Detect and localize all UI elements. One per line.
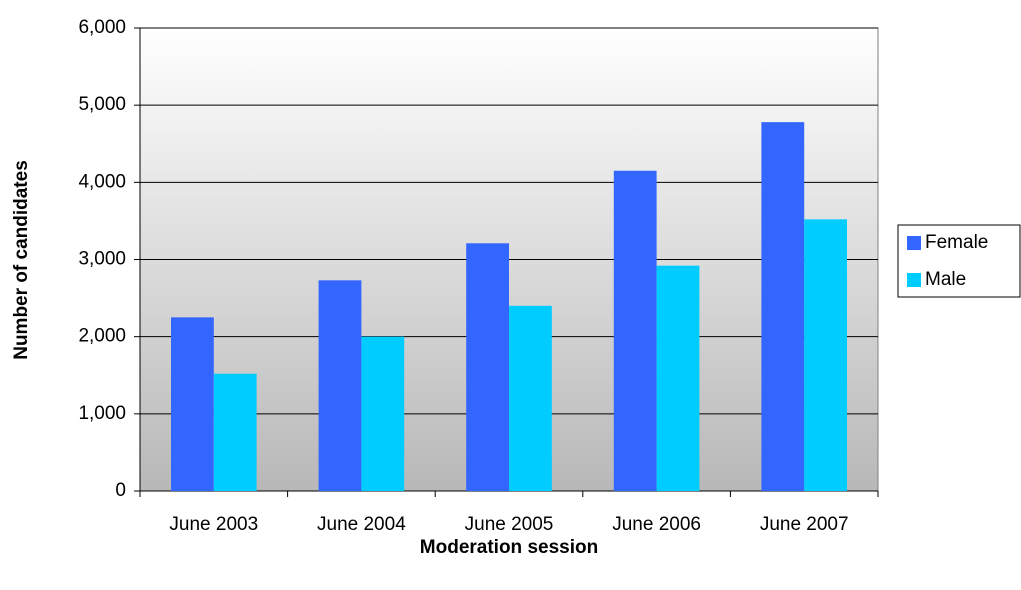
bar — [761, 122, 805, 491]
x-tick-label: June 2006 — [612, 514, 701, 535]
bar — [213, 373, 257, 491]
x-tick-label: June 2003 — [169, 514, 258, 535]
bar — [361, 336, 405, 491]
x-tick-label: June 2005 — [465, 514, 554, 535]
x-tick-label: June 2007 — [760, 514, 849, 535]
y-axis-title: Number of candidates — [11, 160, 32, 360]
bar — [170, 317, 214, 491]
legend-swatch — [907, 236, 921, 250]
legend-swatch — [907, 273, 921, 287]
bar — [656, 265, 700, 491]
bar — [318, 280, 362, 491]
y-tick-label: 6,000 — [78, 17, 126, 38]
legend-label: Male — [925, 269, 966, 290]
x-axis-title: Moderation session — [420, 537, 598, 558]
y-tick-label: 2,000 — [78, 326, 126, 347]
bar — [804, 219, 848, 491]
legend-label: Female — [925, 232, 988, 253]
y-tick-label: 5,000 — [78, 94, 126, 115]
bar — [613, 170, 657, 491]
y-tick-label: 4,000 — [78, 171, 126, 192]
y-tick-label: 1,000 — [78, 403, 126, 424]
bar — [509, 305, 552, 491]
y-tick-label: 3,000 — [78, 249, 126, 270]
y-tick-label: 0 — [115, 480, 126, 501]
bar — [466, 243, 509, 491]
x-tick-label: June 2004 — [317, 514, 406, 535]
